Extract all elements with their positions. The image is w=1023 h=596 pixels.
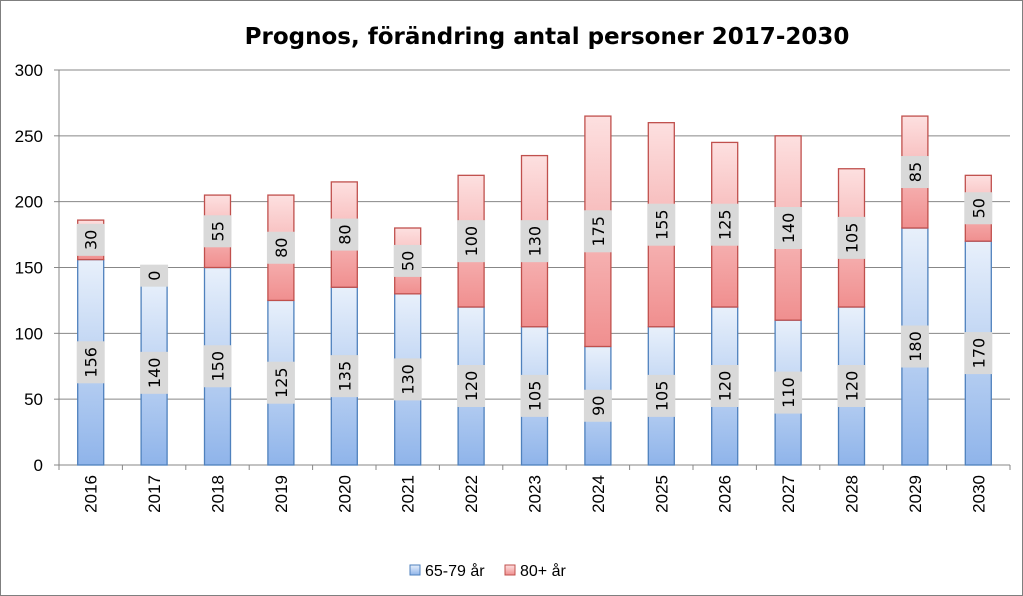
y-tick-label: 50 <box>24 390 43 409</box>
data-label: 155 <box>652 209 671 240</box>
data-label: 55 <box>209 221 228 241</box>
data-label: 140 <box>779 213 798 244</box>
data-label-box <box>76 223 105 256</box>
data-label-box <box>583 389 612 422</box>
data-label: 105 <box>843 223 862 254</box>
x-tick-label: 2023 <box>526 475 545 513</box>
data-label: 90 <box>589 396 608 416</box>
data-label-box <box>457 220 486 263</box>
data-label: 105 <box>652 381 671 412</box>
x-tick-label: 2027 <box>779 475 798 513</box>
data-label: 130 <box>399 364 418 395</box>
x-tick-label: 2016 <box>82 475 101 513</box>
data-label-box <box>520 374 549 417</box>
data-label-box <box>520 220 549 263</box>
data-label-box <box>900 325 929 368</box>
data-label: 120 <box>462 371 481 402</box>
data-label-box <box>710 365 739 407</box>
x-tick-label: 2022 <box>462 475 481 513</box>
x-tick-label: 2017 <box>145 475 164 513</box>
x-tick-label: 2020 <box>335 475 354 513</box>
data-label-box <box>266 231 295 264</box>
legend-label: 65-79 år <box>425 562 485 580</box>
x-tick-label: 2026 <box>716 475 735 513</box>
data-label: 105 <box>526 381 545 412</box>
data-label-box <box>774 207 803 249</box>
data-labels: 156 30 140 0 150 55 125 80 135 80 130 50 120 100 105 13… <box>76 156 993 422</box>
data-label-box <box>393 358 422 401</box>
data-label: 120 <box>716 371 735 402</box>
y-tick-label: 200 <box>15 193 43 212</box>
data-label: 175 <box>589 216 608 247</box>
x-tick-label: 2021 <box>399 475 418 513</box>
data-label: 50 <box>969 198 988 218</box>
data-label-box <box>647 203 676 246</box>
data-label-box <box>76 341 105 384</box>
data-label: 140 <box>145 358 164 389</box>
x-tick-label: 2030 <box>969 475 988 513</box>
data-label-box <box>203 215 232 248</box>
data-label-box <box>140 264 169 287</box>
data-label-box <box>393 244 422 277</box>
data-label: 125 <box>716 209 735 240</box>
y-tick-label: 250 <box>15 127 43 146</box>
chart-title: Prognos, förändring antal personer 2017-… <box>245 24 850 50</box>
data-label-box <box>583 210 612 253</box>
data-label: 150 <box>209 351 228 382</box>
data-label-box <box>647 374 676 417</box>
legend: 65-79 år 80+ år <box>409 562 566 580</box>
y-tick-label: 150 <box>15 259 43 278</box>
x-tick-label: 2029 <box>906 475 925 513</box>
data-label: 130 <box>526 226 545 257</box>
data-label-box <box>900 156 929 189</box>
data-label-box <box>964 332 993 375</box>
legend-label: 80+ år <box>520 562 566 580</box>
x-tick-label: 2025 <box>652 475 671 513</box>
x-tick-label: 2028 <box>843 475 862 513</box>
data-label: 180 <box>906 331 925 362</box>
x-tick-label: 2024 <box>589 475 608 513</box>
data-label: 85 <box>906 162 925 182</box>
data-label-box <box>457 365 486 407</box>
data-label: 30 <box>82 230 101 250</box>
x-tick-label: 2019 <box>272 475 291 513</box>
data-label: 170 <box>969 338 988 369</box>
data-label-box <box>140 351 169 394</box>
data-label: 80 <box>335 224 354 244</box>
legend-swatch <box>504 564 516 576</box>
y-tick-label: 100 <box>15 324 43 343</box>
data-label-box <box>837 365 866 407</box>
data-label: 0 <box>145 271 164 281</box>
x-tick-label: 2018 <box>209 475 228 513</box>
data-label-box <box>266 361 295 404</box>
data-label: 110 <box>779 377 798 408</box>
data-label: 156 <box>82 347 101 378</box>
data-label: 100 <box>462 226 481 257</box>
data-label-box <box>774 371 803 414</box>
data-label-box <box>203 345 232 388</box>
legend-swatch <box>409 564 421 576</box>
y-tick-label: 0 <box>34 456 43 475</box>
data-label: 80 <box>272 238 291 258</box>
data-label: 135 <box>335 361 354 392</box>
data-label-box <box>964 192 993 225</box>
data-label: 120 <box>843 371 862 402</box>
data-label: 125 <box>272 367 291 398</box>
data-label-box <box>710 203 739 246</box>
data-label-box <box>330 218 359 251</box>
data-label-box <box>837 216 866 259</box>
data-label: 50 <box>399 251 418 271</box>
y-tick-label: 300 <box>15 61 43 80</box>
data-label-box <box>330 355 359 398</box>
